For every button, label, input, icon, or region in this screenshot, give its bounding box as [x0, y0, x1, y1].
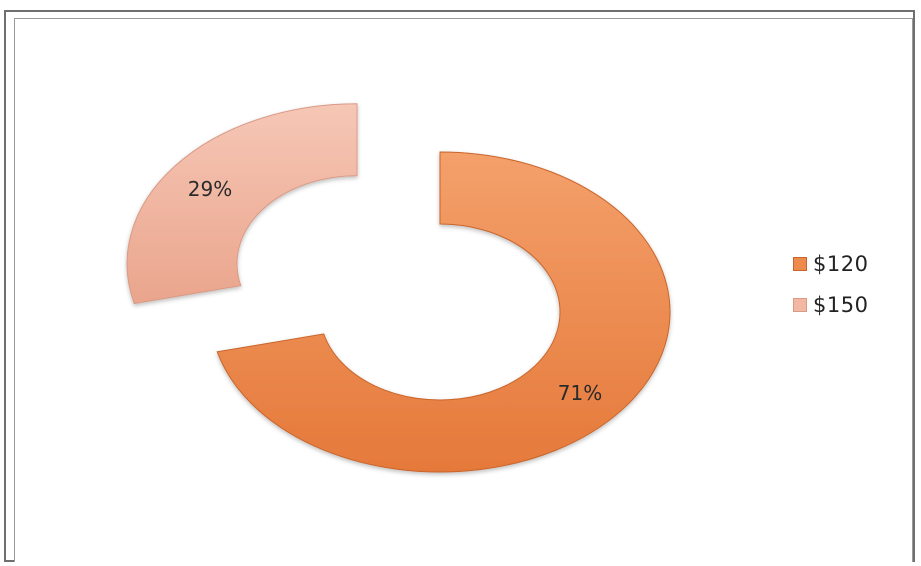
- data-label: 29%: [188, 177, 232, 201]
- legend-label: $150: [813, 292, 869, 317]
- legend-swatch: [793, 297, 807, 312]
- legend-label: $120: [813, 251, 869, 276]
- legend: $120 $150: [793, 251, 868, 333]
- donut-slice: [216, 151, 671, 473]
- data-label: 71%: [558, 381, 602, 405]
- donut-slice: [126, 103, 358, 305]
- legend-swatch: [793, 256, 807, 271]
- legend-item: $120: [793, 251, 868, 276]
- legend-item: $150: [793, 292, 868, 317]
